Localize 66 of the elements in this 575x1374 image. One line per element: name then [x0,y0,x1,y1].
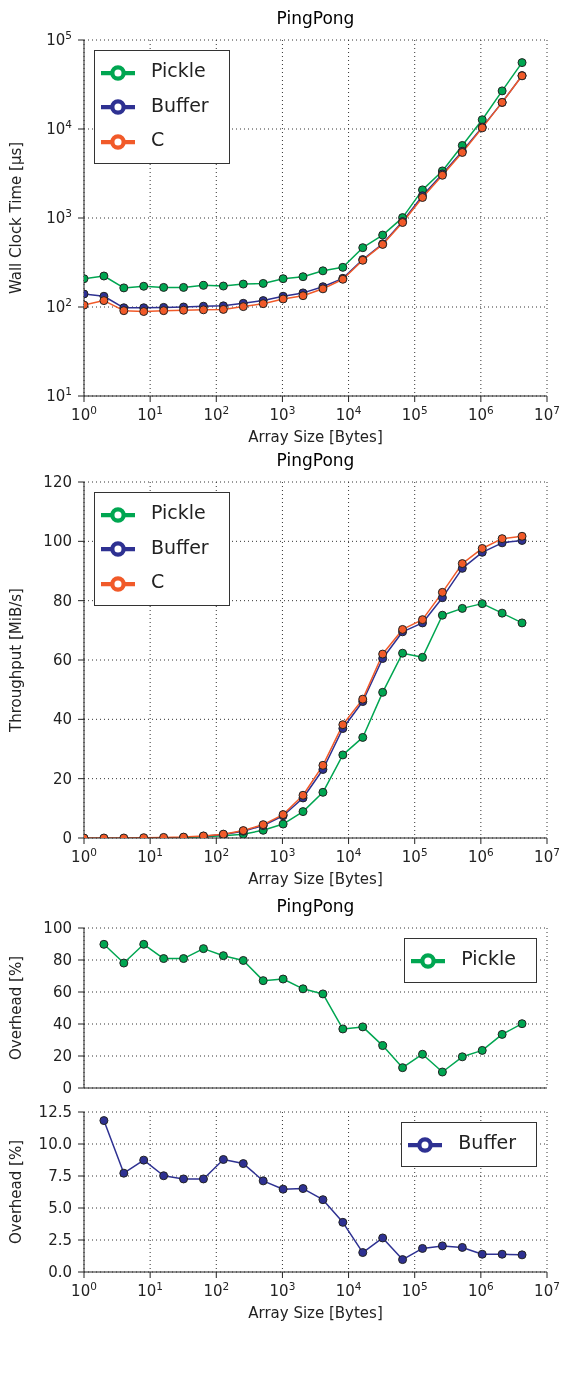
y-tick-label: 10$^{3}$ [46,207,72,227]
x-tick-label: 10$^{2}$ [203,404,230,424]
y-axis-title: Throughput [MiB/s] [7,588,26,733]
x-tick-label: 10$^{7}$ [534,404,560,424]
legend-label: Buffer [150,535,209,558]
legend-label: C [150,570,165,592]
y-tick-label: 80 [52,591,72,610]
x-tick-label: 10$^{4}$ [335,846,362,866]
y-tick-label: 100 [43,532,72,551]
x-tick-label: 10$^{1}$ [137,846,164,866]
y-tick-label: 10$^{4}$ [46,118,73,138]
x-tick-label: 10$^{5}$ [401,846,428,866]
legend-label: Pickle [150,501,206,523]
y-tick-label: 5.0 [48,1199,72,1217]
chart-title: PingPong [275,896,356,918]
x-tick-label: 10$^{5}$ [401,1280,428,1300]
legend-label: Buffer [150,93,209,116]
x-tick-label: 10$^{5}$ [401,404,428,424]
y-tick-label: 7.5 [48,1167,72,1185]
x-tick-label: 10$^{0}$ [71,1280,97,1300]
x-tick-label: 10$^{7}$ [534,1280,560,1300]
y-tick-label: 12.5 [38,1103,72,1121]
legend-label: Pickle [150,59,206,81]
y-tick-label: 0 [62,1079,72,1097]
x-axis-title: Array Size [Bytes] [248,1304,383,1322]
y-tick-label: 0 [62,829,72,847]
y-tick-label: 2.5 [48,1231,72,1249]
y-tick-label: 120 [43,473,72,491]
x-tick-label: 10$^{6}$ [467,1280,495,1300]
y-tick-label: 10$^{5}$ [46,29,72,49]
x-tick-label: 10$^{2}$ [203,846,230,866]
legend-label: Pickle [460,947,516,969]
x-tick-label: 10$^{2}$ [203,1280,230,1300]
y-tick-label: 40 [52,1015,72,1033]
x-tick-label: 10$^{1}$ [137,404,164,424]
x-tick-label: 10$^{1}$ [137,1280,164,1300]
x-tick-label: 10$^{7}$ [534,846,560,866]
y-tick-label: 60 [52,651,72,669]
y-tick-label: 10.0 [38,1135,72,1153]
legend-label: C [150,128,165,150]
y-axis-title: Overhead [%] [7,956,26,1060]
chart-title: PingPong [275,8,356,30]
x-tick-label: 10$^{3}$ [269,1280,296,1300]
chart-title: PingPong [275,450,356,472]
x-axis-title: Array Size [Bytes] [248,870,383,888]
y-axis-title: Wall Clock Time [µs] [7,141,26,295]
y-tick-label: 60 [52,983,72,1001]
y-tick-label: 10$^{2}$ [46,296,72,316]
y-tick-label: 40 [52,710,72,729]
x-tick-label: 10$^{4}$ [335,1280,362,1300]
x-tick-label: 10$^{3}$ [269,846,296,866]
y-tick-label: 100 [43,919,72,937]
x-axis-title: Array Size [Bytes] [248,428,383,446]
y-tick-label: 0.0 [48,1263,72,1281]
legend-label: Buffer [457,1131,516,1153]
x-tick-label: 10$^{6}$ [467,846,495,866]
y-axis-title: Overhead [%] [7,1140,26,1244]
y-tick-label: 20 [52,769,72,788]
x-tick-label: 10$^{0}$ [71,404,97,424]
x-tick-label: 10$^{0}$ [71,846,97,866]
y-tick-label: 10$^{1}$ [46,385,72,405]
x-tick-label: 10$^{3}$ [269,404,296,424]
x-tick-label: 10$^{4}$ [335,404,362,424]
x-tick-label: 10$^{6}$ [467,404,495,424]
y-tick-label: 20 [52,1047,72,1065]
y-tick-label: 80 [52,951,72,969]
